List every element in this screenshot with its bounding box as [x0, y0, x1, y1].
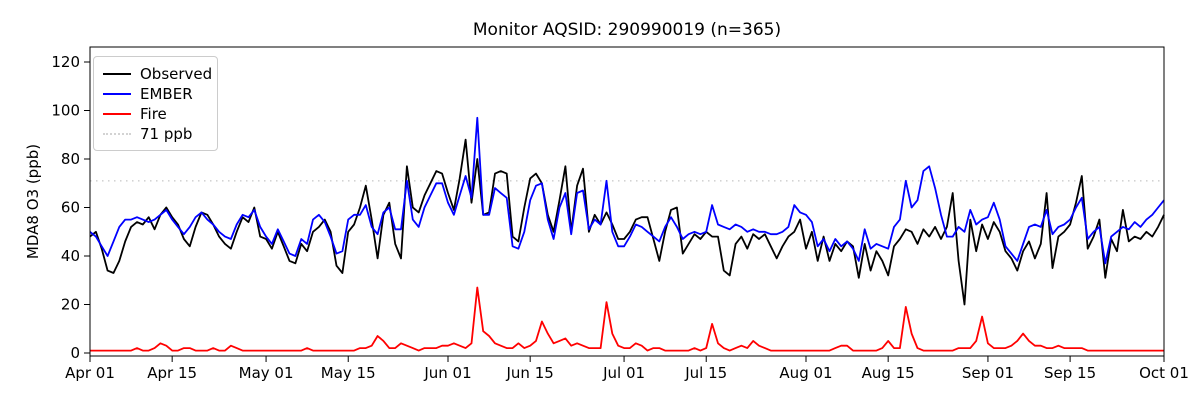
x-tick-label: Aug 01	[779, 364, 832, 382]
legend-label-ember: EMBER	[140, 85, 193, 103]
series-line-observed	[89, 138, 1165, 306]
x-tick-label: May 01	[239, 364, 294, 382]
legend-item-threshold: 71 ppb	[103, 124, 208, 144]
legend-item-ember: EMBER	[103, 84, 208, 104]
x-tick-label: Sep 15	[1044, 364, 1096, 382]
legend-label-threshold: 71 ppb	[140, 125, 193, 143]
series-line-ember	[89, 116, 1165, 265]
y-tick-label: 120	[51, 53, 80, 71]
y-tick-label: 40	[61, 247, 80, 265]
x-tick-label: May 15	[321, 364, 376, 382]
x-tick-label: Jun 15	[506, 364, 554, 382]
chart-title: Monitor AQSID: 290990019 (n=365)	[472, 20, 782, 40]
y-tick-label: 20	[61, 296, 80, 314]
x-tick-label: Oct 01	[1139, 364, 1189, 382]
x-tick-label: Apr 15	[147, 364, 197, 382]
series-line-fire	[90, 286, 1164, 352]
x-tick-label: Sep 01	[962, 364, 1014, 382]
legend-item-observed: Observed	[103, 64, 212, 84]
observed-line-swatch	[103, 73, 131, 75]
fire-line-swatch	[103, 113, 131, 115]
y-axis: 0 20 40 60 80 100 120	[51, 53, 90, 362]
x-tick-label: Aug 15	[862, 364, 915, 382]
legend: Observed EMBER Fire 71 ppb	[93, 56, 218, 151]
ember-line-swatch	[103, 93, 131, 95]
y-tick-label: 0	[70, 344, 80, 362]
y-tick-label: 60	[61, 199, 80, 217]
threshold-line-swatch	[103, 133, 131, 135]
x-tick-label: Jul 01	[602, 364, 645, 382]
axes-box	[89, 46, 1165, 357]
x-tick-label: Jul 15	[684, 364, 727, 382]
x-tick-label: Apr 01	[65, 364, 115, 382]
legend-label-observed: Observed	[140, 65, 213, 83]
y-tick-label: 100	[51, 102, 80, 120]
x-axis: Apr 01 Apr 15 May 01 May 15 Jun 01 Jun 15 Jul …	[65, 356, 1189, 382]
legend-item-fire: Fire	[103, 104, 208, 124]
y-axis-label: MDA8 O3 (ppb)	[24, 144, 42, 259]
y-tick-label: 80	[61, 150, 80, 168]
legend-label-fire: Fire	[140, 105, 167, 123]
x-tick-label: Jun 01	[423, 364, 471, 382]
